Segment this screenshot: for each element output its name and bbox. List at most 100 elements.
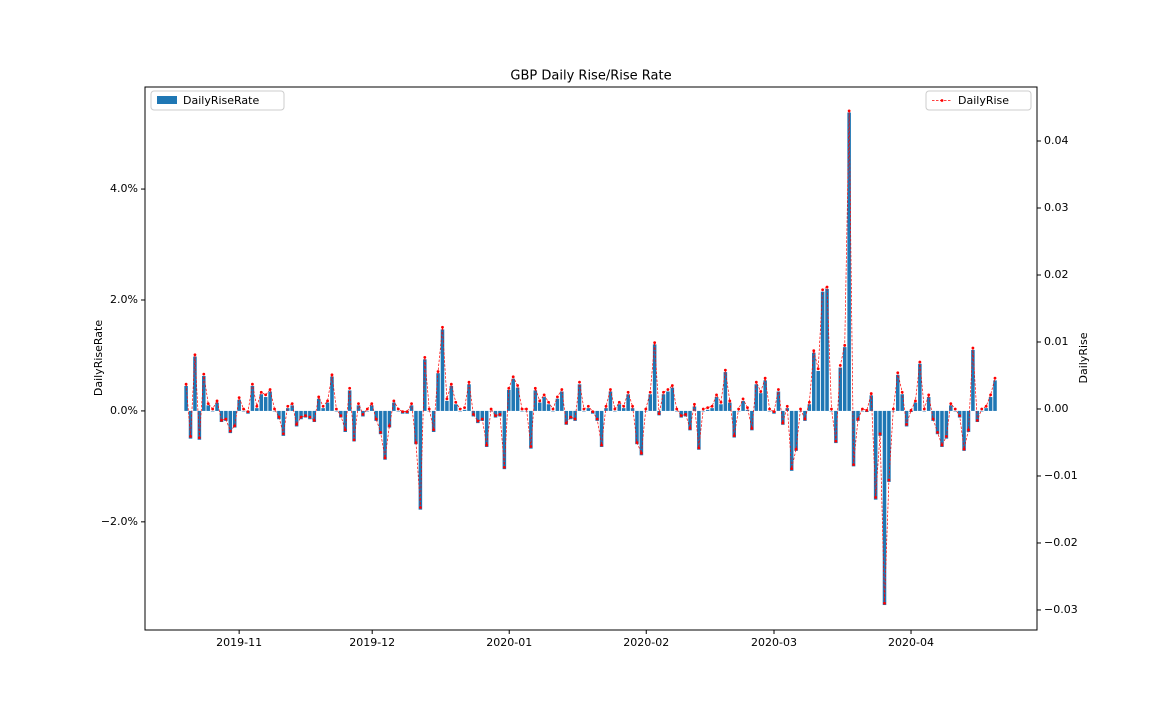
bar bbox=[476, 410, 480, 424]
line-marker bbox=[843, 343, 847, 347]
line-marker bbox=[861, 407, 864, 411]
legend-box bbox=[150, 90, 285, 111]
bar bbox=[303, 410, 308, 418]
line-marker bbox=[931, 417, 935, 421]
bar bbox=[493, 410, 498, 418]
line-marker bbox=[754, 380, 758, 384]
bar bbox=[458, 410, 462, 412]
line-marker bbox=[525, 407, 528, 411]
line-marker bbox=[401, 410, 405, 414]
bar bbox=[414, 410, 418, 445]
x-tick-label: 2020-03 bbox=[751, 636, 797, 649]
bar bbox=[949, 405, 953, 411]
bar bbox=[719, 404, 723, 411]
bar bbox=[555, 398, 560, 411]
bar bbox=[635, 410, 639, 445]
bar bbox=[922, 410, 927, 412]
line-marker bbox=[984, 404, 988, 408]
line-marker bbox=[458, 407, 462, 411]
bar bbox=[873, 410, 878, 500]
line-marker bbox=[891, 407, 895, 411]
line-marker bbox=[639, 451, 643, 455]
bar bbox=[979, 410, 984, 412]
legend-swatch bbox=[157, 96, 177, 104]
line-marker bbox=[573, 417, 577, 421]
bar bbox=[785, 408, 790, 411]
legend-label: DailyRise bbox=[958, 94, 1009, 107]
bar bbox=[330, 376, 334, 411]
line-marker bbox=[825, 285, 829, 289]
line-marker bbox=[220, 418, 223, 422]
line-marker bbox=[308, 415, 312, 419]
line-marker bbox=[732, 434, 736, 438]
line-marker bbox=[622, 404, 626, 408]
bar bbox=[188, 410, 193, 439]
line-marker bbox=[273, 407, 276, 411]
bar bbox=[767, 410, 772, 412]
line-marker bbox=[317, 395, 321, 399]
line-marker bbox=[865, 408, 869, 412]
bar bbox=[352, 410, 356, 442]
bar bbox=[537, 402, 542, 411]
bar bbox=[356, 405, 361, 411]
line-marker bbox=[578, 380, 581, 384]
bar bbox=[988, 397, 993, 411]
bar bbox=[829, 410, 834, 412]
line-marker bbox=[489, 407, 493, 411]
line-marker bbox=[993, 376, 997, 380]
line-marker bbox=[463, 406, 466, 410]
line-marker bbox=[237, 396, 241, 399]
line-marker bbox=[958, 414, 962, 418]
line-marker bbox=[918, 360, 922, 364]
bar bbox=[228, 410, 233, 434]
bar bbox=[250, 385, 255, 411]
bar bbox=[732, 410, 736, 438]
line-marker bbox=[304, 414, 307, 418]
line-marker bbox=[357, 402, 360, 406]
line-marker bbox=[967, 428, 970, 432]
bar bbox=[931, 410, 935, 421]
line-marker bbox=[799, 407, 802, 411]
line-marker bbox=[768, 407, 771, 411]
bar bbox=[621, 408, 626, 411]
x-tick-label: 2020-02 bbox=[623, 636, 669, 649]
bar bbox=[604, 408, 608, 411]
line-marker bbox=[379, 431, 382, 434]
line-marker bbox=[516, 384, 520, 387]
line-marker bbox=[476, 419, 480, 423]
bar bbox=[445, 400, 449, 411]
line-marker bbox=[781, 421, 785, 425]
bar bbox=[860, 410, 865, 412]
line-marker bbox=[494, 414, 497, 418]
line-marker bbox=[533, 386, 537, 390]
line-marker bbox=[838, 364, 842, 367]
line-marker bbox=[688, 427, 692, 430]
bar bbox=[661, 394, 666, 411]
y2-tick-label: −0.03 bbox=[1044, 603, 1078, 616]
bar bbox=[758, 393, 763, 411]
line-marker bbox=[326, 399, 329, 403]
line-marker bbox=[653, 341, 657, 345]
bar bbox=[294, 410, 299, 427]
bar bbox=[308, 410, 312, 420]
y2-axis-label: DailyRise bbox=[1077, 332, 1090, 383]
bar bbox=[237, 399, 241, 411]
line-marker bbox=[834, 439, 838, 443]
line-marker bbox=[361, 412, 365, 416]
bar bbox=[763, 380, 767, 411]
line-marker bbox=[339, 414, 343, 418]
line-marker bbox=[949, 402, 953, 406]
bar bbox=[365, 410, 370, 412]
legend-label: DailyRiseRate bbox=[183, 94, 259, 107]
y-tick-label: 4.0% bbox=[110, 182, 138, 195]
line-marker bbox=[189, 435, 192, 438]
bar bbox=[255, 408, 259, 411]
x-tick-label: 2019-12 bbox=[349, 636, 395, 649]
line-marker bbox=[441, 325, 444, 329]
y2-tick-label: 0.01 bbox=[1044, 335, 1069, 348]
line-marker bbox=[268, 388, 272, 391]
line-marker bbox=[980, 407, 984, 411]
bar bbox=[723, 372, 728, 411]
